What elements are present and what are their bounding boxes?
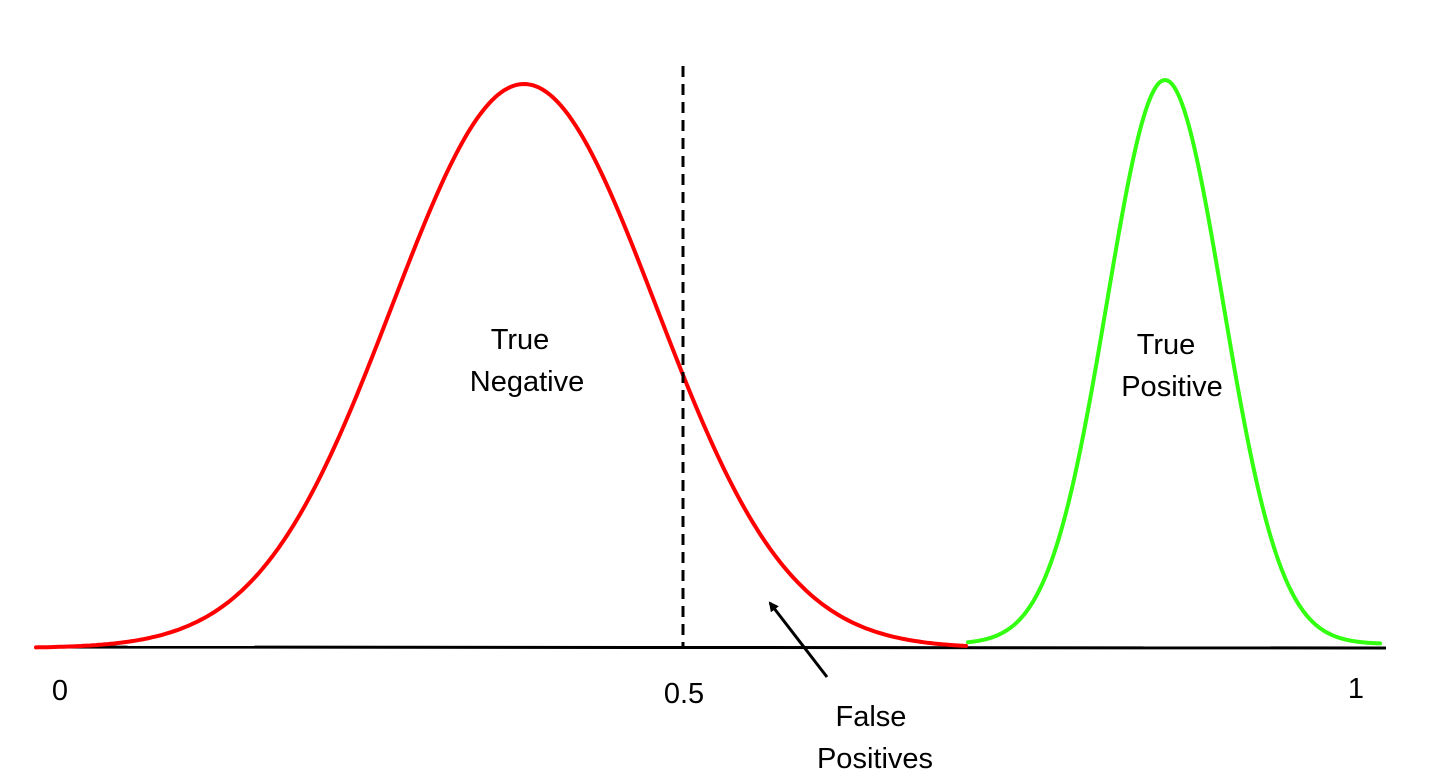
true-positive-label: True Positive [1121, 329, 1223, 403]
tick-label-0: 0 [52, 675, 68, 707]
true-positive-label-line-2: Positive [1121, 371, 1223, 403]
true-negative-label-line-1: True [491, 324, 550, 356]
false-positives-label-line-1: False [836, 701, 907, 733]
true-positive-label-line-1: True [1137, 329, 1196, 361]
true-negative-label-line-2: Negative [470, 366, 584, 398]
positive-distribution-curve [966, 78, 1382, 646]
false-positives-label: False Positives [817, 701, 933, 772]
tick-label-0-5: 0.5 [664, 678, 704, 710]
false-positives-label-line-2: Positives [817, 743, 933, 772]
tick-label-1: 1 [1348, 673, 1364, 705]
negative-distribution-curve [34, 82, 968, 650]
false-positives-arrow [768, 601, 829, 678]
true-negative-label: True Negative [470, 324, 584, 398]
axis-line [34, 645, 1387, 650]
